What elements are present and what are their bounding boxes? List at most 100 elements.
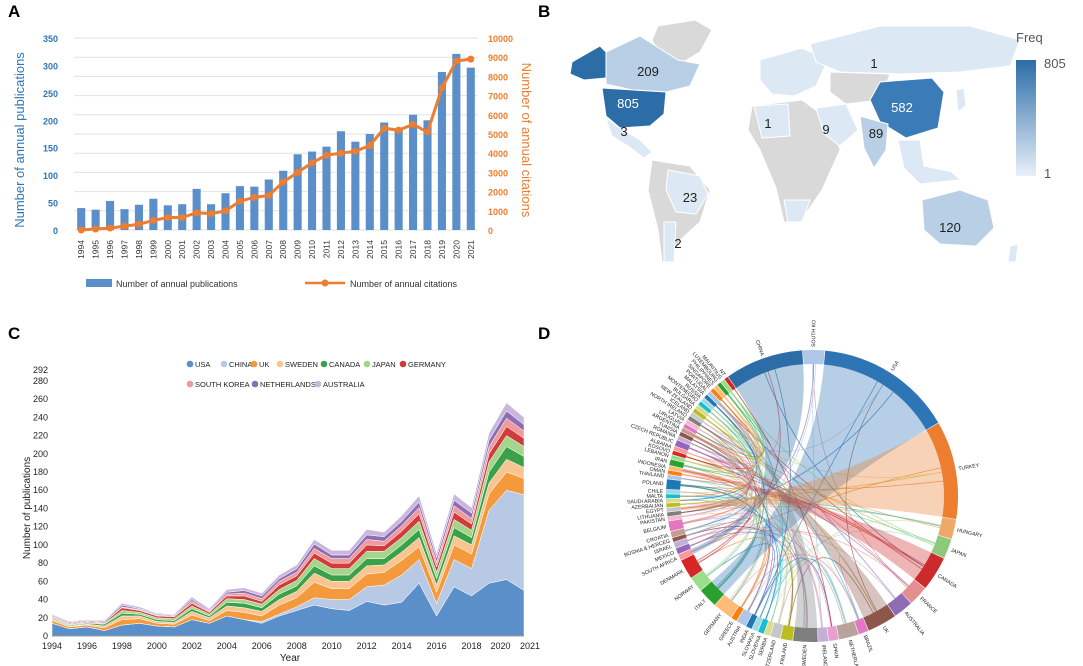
map-southeast-asia — [897, 139, 962, 185]
c-ylabel: Number of publications — [22, 457, 33, 559]
c-legend-swatch — [363, 360, 371, 368]
map-landmasses — [569, 19, 1021, 263]
d-ribbon-major — [682, 468, 932, 580]
d-country-label: SERBIA — [758, 636, 770, 656]
map-legend-max: 805 — [1044, 56, 1066, 71]
d-country-label: CROATIA — [646, 533, 670, 545]
d-ribbon — [688, 447, 909, 587]
c-xtick: 2010 — [322, 641, 342, 651]
d-ribbon — [685, 517, 751, 547]
a-bar — [394, 129, 403, 230]
d-ribbon — [679, 399, 759, 497]
d-arc-uk — [863, 604, 895, 631]
map-label-canada: 209 — [637, 64, 659, 79]
c-xtick: 2006 — [252, 641, 272, 651]
c-legend-swatch — [250, 360, 258, 368]
d-ribbon — [682, 517, 770, 612]
d-ribbon — [680, 491, 846, 624]
a-ytick-left: 50 — [48, 199, 58, 209]
c-xtick: 2016 — [427, 641, 447, 651]
a-citation-point — [351, 147, 359, 155]
map-label-argentina: 2 — [674, 236, 681, 251]
d-ribbon — [715, 405, 765, 589]
map-value-labels: 805 209 3 1 582 1 9 89 23 2 120 — [617, 56, 961, 251]
c-xtick: 2008 — [287, 641, 307, 651]
d-ribbon — [813, 364, 908, 588]
d-arc-south-africa — [678, 549, 694, 561]
d-arc-norway — [691, 570, 712, 591]
a-citation-point — [77, 226, 85, 234]
d-arc-china — [728, 350, 804, 388]
c-legend-swatch — [251, 380, 259, 388]
d-ribbon — [681, 428, 752, 481]
d-arc-latvia — [685, 419, 700, 431]
d-country-label: TURKEY — [958, 463, 980, 473]
a-citation-point — [337, 149, 345, 157]
a-bar — [351, 141, 360, 230]
d-country-label: AUSTRALIA — [903, 611, 926, 638]
d-ribbon — [709, 411, 860, 620]
a-bar — [279, 170, 288, 230]
d-arc-austria — [736, 609, 752, 627]
d-ribbon — [684, 402, 759, 532]
d-arc-egypt — [666, 506, 681, 512]
d-arc-azerbaijan — [666, 502, 681, 508]
panel-label-c: C — [8, 324, 21, 343]
c-xlabel: Year — [280, 653, 301, 664]
map-argentina — [663, 221, 677, 263]
a-bar — [437, 72, 446, 230]
d-arc-new-zealand — [692, 408, 707, 420]
a-xtick: 1997 — [120, 240, 130, 259]
map-label-australia: 120 — [939, 220, 961, 235]
d-arc-lithuania — [666, 510, 682, 517]
d-arc-spain — [827, 625, 839, 642]
d-ribbon — [680, 470, 748, 494]
d-ribbon — [754, 557, 833, 627]
d-arc-tunisia — [679, 431, 694, 442]
c-xtick: 2014 — [392, 641, 412, 651]
map-brazil — [665, 169, 709, 215]
d-arc-sweden — [792, 626, 818, 642]
c-xtick: 2020 — [491, 641, 511, 651]
map-label-china: 582 — [891, 100, 913, 115]
a-citation-point — [294, 168, 302, 176]
d-ribbon — [682, 512, 750, 541]
d-arc-russia — [701, 397, 715, 411]
d-country-label: EGYPT — [646, 508, 665, 516]
d-arc-pakistan — [667, 515, 682, 521]
a-bar — [120, 209, 129, 230]
c-ytick: 292 — [33, 365, 48, 375]
a-bar — [134, 204, 143, 230]
c-ytick: 180 — [33, 467, 48, 477]
a-bar — [91, 209, 100, 230]
a-legend: Number of annual publications Number of … — [86, 279, 458, 289]
a-xtick: 2000 — [163, 240, 173, 259]
d-country-label: DENMARK — [659, 568, 685, 587]
a-citation-point — [92, 225, 100, 233]
d-arc-nt — [724, 376, 736, 391]
a-citation-line — [81, 57, 471, 232]
d-ribbon-major — [691, 364, 804, 554]
d-country-label: LITHUANIA — [637, 512, 665, 521]
panel-label-d: D — [538, 324, 551, 343]
d-arc-romania — [677, 435, 692, 446]
d-arc-montenegro — [698, 401, 712, 414]
a-citation-point — [395, 126, 403, 134]
d-arc-saudi-arabia — [666, 498, 681, 503]
d-country-label: AZERBAIJAN — [631, 503, 664, 511]
a-citation-point — [250, 193, 258, 201]
a-bar — [409, 114, 418, 230]
d-ribbon-major — [680, 430, 945, 517]
a-citation-point — [164, 214, 172, 222]
c-xtick: 1998 — [112, 641, 132, 651]
d-ribbon — [718, 402, 923, 570]
d-country-label: NT — [717, 368, 726, 378]
map-label-mexico: 3 — [620, 124, 627, 139]
d-ribbon — [681, 478, 755, 577]
a-citation-point — [178, 214, 186, 222]
c-ytick: 240 — [33, 412, 48, 422]
d-arc-albania — [673, 446, 688, 455]
d-country-label: INDIA — [739, 629, 751, 645]
c-xtick: 2012 — [357, 641, 377, 651]
d-ribbon — [734, 388, 833, 627]
